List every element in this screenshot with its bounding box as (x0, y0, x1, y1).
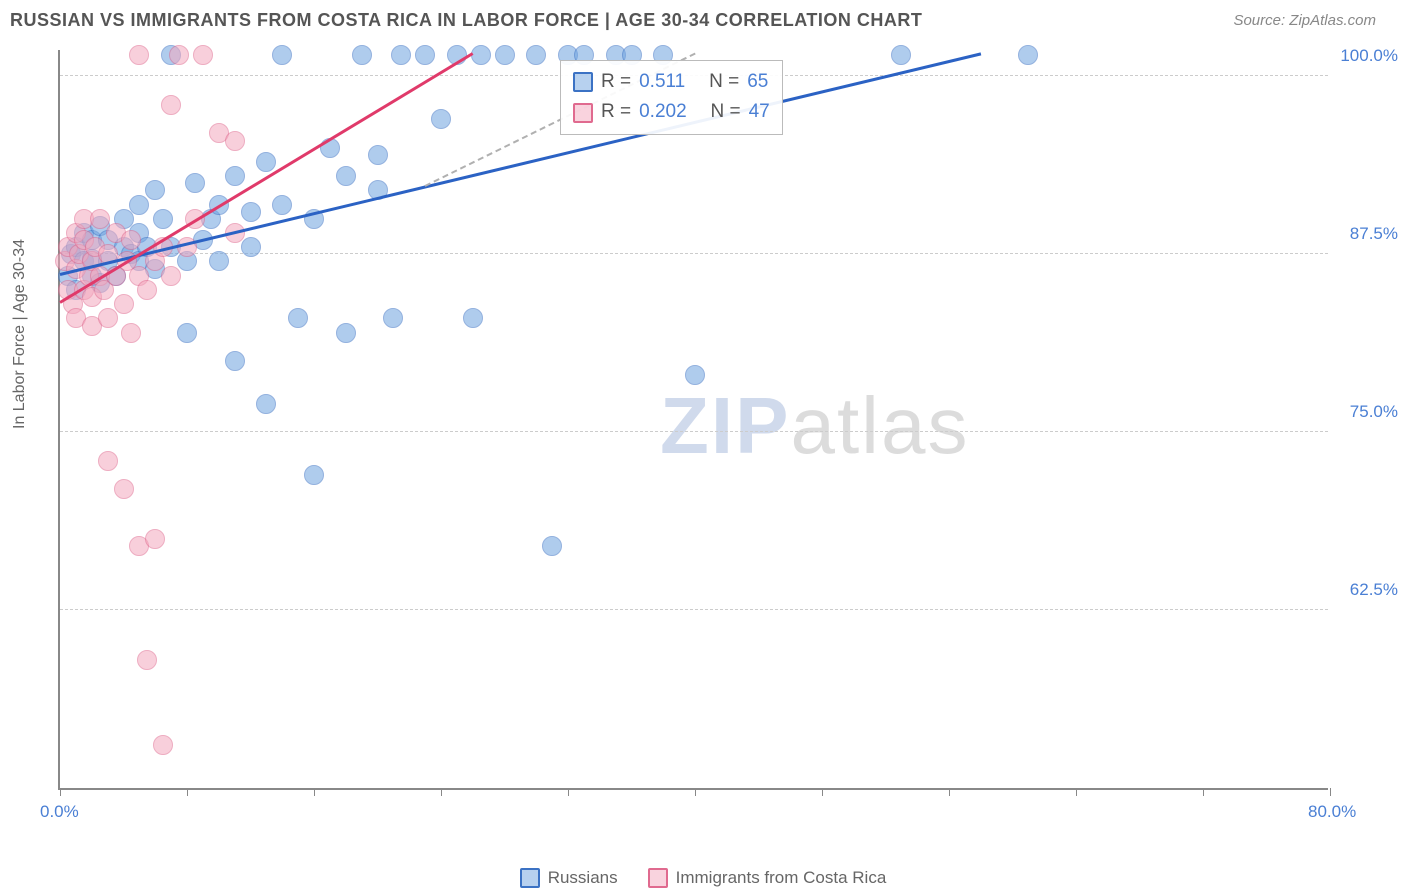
chart-plot-area: ZIPatlas 62.5%75.0%87.5%100.0%R = 0.511 … (58, 50, 1328, 790)
data-point-russians (145, 180, 165, 200)
data-point-russians (225, 166, 245, 186)
data-point-russians (1018, 45, 1038, 65)
watermark: ZIPatlas (660, 380, 969, 472)
ytick-label: 75.0% (1350, 402, 1398, 422)
data-point-russians (526, 45, 546, 65)
data-point-russians (685, 365, 705, 385)
xtick (60, 788, 61, 796)
stat-r-label: R = (601, 67, 631, 97)
xtick (441, 788, 442, 796)
data-point-russians (336, 166, 356, 186)
data-point-russians (241, 202, 261, 222)
xtick (187, 788, 188, 796)
data-point-costarica (98, 308, 118, 328)
data-point-russians (288, 308, 308, 328)
data-point-russians (241, 237, 261, 257)
data-point-costarica (90, 209, 110, 229)
ytick-label: 62.5% (1350, 580, 1398, 600)
watermark-atlas: atlas (790, 381, 969, 470)
xaxis-max-label: 80.0% (1308, 802, 1356, 822)
stats-row-costarica: R = 0.202 N = 47 (573, 97, 770, 127)
data-point-costarica (161, 266, 181, 286)
stat-r-value: 0.511 (639, 67, 685, 97)
legend-item-costarica: Immigrants from Costa Rica (648, 868, 887, 888)
legend-label-russians: Russians (548, 868, 618, 888)
xtick (314, 788, 315, 796)
watermark-zip: ZIP (660, 381, 790, 470)
stats-row-russians: R = 0.511 N = 65 (573, 67, 770, 97)
data-point-russians (256, 152, 276, 172)
data-point-russians (336, 323, 356, 343)
data-point-russians (209, 251, 229, 271)
data-point-costarica (137, 280, 157, 300)
data-point-russians (129, 195, 149, 215)
data-point-costarica (121, 230, 141, 250)
data-point-russians (391, 45, 411, 65)
data-point-costarica (114, 479, 134, 499)
data-point-costarica (161, 95, 181, 115)
swatch-russians (520, 868, 540, 888)
stat-n-value: 47 (749, 97, 770, 127)
data-point-russians (368, 145, 388, 165)
data-point-russians (153, 209, 173, 229)
stats-legend-box: R = 0.511 N = 65R = 0.202 N = 47 (560, 60, 783, 135)
xtick (1076, 788, 1077, 796)
xaxis-min-label: 0.0% (40, 802, 79, 822)
data-point-costarica (169, 45, 189, 65)
stat-n-label: N = (695, 97, 741, 127)
data-point-russians (177, 323, 197, 343)
legend-label-costarica: Immigrants from Costa Rica (676, 868, 887, 888)
xtick (949, 788, 950, 796)
data-point-costarica (121, 323, 141, 343)
data-point-costarica (137, 650, 157, 670)
data-point-russians (185, 173, 205, 193)
stat-n-label: N = (693, 67, 739, 97)
chart-title: RUSSIAN VS IMMIGRANTS FROM COSTA RICA IN… (10, 10, 922, 31)
xtick (1203, 788, 1204, 796)
ytick-label: 100.0% (1340, 46, 1398, 66)
xtick (568, 788, 569, 796)
y-axis-label: In Labor Force | Age 30-34 (11, 239, 29, 429)
swatch-russians-icon (573, 72, 593, 92)
gridline-h (60, 609, 1328, 610)
data-point-costarica (225, 131, 245, 151)
data-point-russians (431, 109, 451, 129)
legend-bottom: Russians Immigrants from Costa Rica (0, 868, 1406, 888)
data-point-costarica (114, 294, 134, 314)
data-point-costarica (153, 735, 173, 755)
xtick (822, 788, 823, 796)
data-point-russians (256, 394, 276, 414)
xtick (1330, 788, 1331, 796)
stat-r-label: R = (601, 97, 631, 127)
stat-r-value: 0.202 (639, 97, 687, 127)
data-point-russians (352, 45, 372, 65)
data-point-russians (304, 465, 324, 485)
data-point-russians (272, 195, 292, 215)
legend-item-russians: Russians (520, 868, 618, 888)
xtick (695, 788, 696, 796)
data-point-russians (891, 45, 911, 65)
data-point-russians (471, 45, 491, 65)
data-point-russians (225, 351, 245, 371)
data-point-russians (542, 536, 562, 556)
ytick-label: 87.5% (1350, 224, 1398, 244)
data-point-russians (415, 45, 435, 65)
source-attribution: Source: ZipAtlas.com (1233, 12, 1376, 29)
swatch-costarica (648, 868, 668, 888)
data-point-russians (272, 45, 292, 65)
data-point-russians (383, 308, 403, 328)
data-point-costarica (145, 529, 165, 549)
data-point-costarica (129, 45, 149, 65)
data-point-russians (463, 308, 483, 328)
data-point-costarica (193, 45, 213, 65)
trend-line (60, 52, 981, 275)
data-point-russians (495, 45, 515, 65)
data-point-costarica (98, 451, 118, 471)
gridline-h (60, 431, 1328, 432)
swatch-costarica-icon (573, 103, 593, 123)
stat-n-value: 65 (747, 67, 768, 97)
trend-line (59, 52, 473, 304)
